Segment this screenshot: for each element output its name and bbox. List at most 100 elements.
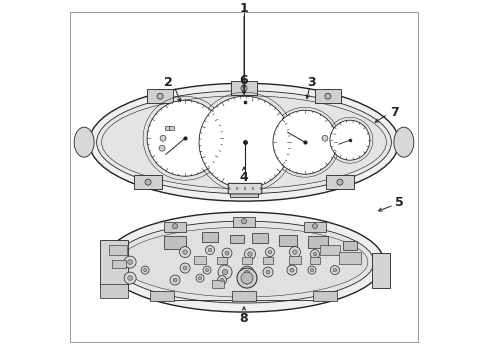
Circle shape (128, 276, 132, 280)
Bar (100, 240, 128, 288)
Circle shape (268, 250, 272, 254)
Bar (134, 175, 162, 189)
Bar (202, 232, 218, 242)
Circle shape (273, 110, 337, 174)
Circle shape (141, 266, 149, 274)
Bar (112, 260, 126, 268)
Circle shape (170, 275, 180, 285)
Circle shape (145, 179, 151, 185)
Bar (217, 257, 227, 264)
Circle shape (199, 96, 291, 188)
Bar (233, 217, 255, 227)
Bar (100, 284, 128, 298)
Circle shape (147, 100, 223, 176)
Circle shape (237, 268, 257, 288)
Circle shape (218, 265, 232, 279)
Circle shape (124, 256, 136, 268)
Circle shape (160, 135, 166, 141)
Bar (230, 183, 258, 197)
Ellipse shape (120, 227, 368, 297)
FancyBboxPatch shape (228, 183, 262, 194)
Bar (326, 175, 354, 189)
Circle shape (222, 248, 232, 258)
Bar (310, 257, 320, 264)
Text: 4: 4 (240, 171, 248, 184)
Circle shape (172, 224, 177, 229)
Circle shape (248, 252, 252, 256)
Circle shape (128, 260, 132, 265)
Bar (164, 235, 186, 249)
Circle shape (245, 280, 249, 284)
Bar (230, 235, 244, 243)
Circle shape (330, 120, 370, 160)
Circle shape (322, 135, 328, 141)
Bar (339, 252, 361, 264)
Text: 3: 3 (308, 76, 316, 89)
Ellipse shape (114, 221, 374, 303)
Circle shape (263, 267, 273, 277)
Ellipse shape (97, 91, 392, 194)
Bar (150, 291, 174, 301)
Bar (289, 256, 301, 264)
Circle shape (308, 266, 316, 274)
Bar (70, 12, 418, 342)
Bar (320, 245, 340, 255)
Circle shape (157, 93, 163, 99)
Ellipse shape (394, 127, 414, 157)
Circle shape (144, 269, 147, 272)
Text: 2: 2 (164, 76, 172, 89)
Circle shape (173, 278, 177, 282)
Circle shape (198, 276, 202, 280)
Text: 8: 8 (240, 311, 248, 324)
Bar (313, 291, 337, 301)
Circle shape (310, 269, 314, 272)
Circle shape (180, 263, 190, 273)
Bar (109, 245, 127, 255)
Bar (304, 222, 326, 232)
Circle shape (245, 249, 255, 260)
Bar (232, 291, 256, 301)
Text: 6: 6 (240, 74, 248, 87)
Circle shape (242, 219, 246, 224)
Circle shape (196, 274, 204, 282)
Circle shape (290, 268, 294, 272)
Ellipse shape (101, 96, 387, 189)
Circle shape (220, 278, 224, 282)
Circle shape (159, 145, 165, 151)
Circle shape (208, 248, 212, 252)
Circle shape (205, 269, 209, 272)
Circle shape (313, 252, 317, 256)
Bar (169, 126, 174, 130)
Circle shape (244, 270, 250, 276)
Bar (315, 89, 341, 103)
Bar (194, 256, 206, 264)
Text: 1: 1 (240, 2, 248, 15)
Bar (343, 240, 357, 249)
Circle shape (205, 246, 215, 255)
Circle shape (311, 249, 319, 258)
Circle shape (124, 272, 136, 284)
Bar (164, 222, 186, 232)
Bar (308, 236, 328, 248)
Bar (212, 280, 224, 288)
Circle shape (203, 266, 211, 274)
Circle shape (337, 179, 343, 185)
Circle shape (241, 272, 253, 284)
Circle shape (240, 266, 254, 280)
Bar (165, 126, 170, 130)
Circle shape (241, 187, 247, 193)
Text: 0  0  0  0  0: 0 0 0 0 0 (228, 187, 262, 191)
Circle shape (330, 266, 340, 275)
Circle shape (266, 270, 270, 274)
Ellipse shape (74, 127, 94, 157)
Bar (252, 233, 268, 243)
Circle shape (325, 93, 331, 99)
Bar (242, 257, 252, 264)
Circle shape (179, 247, 191, 258)
Circle shape (241, 85, 247, 91)
Circle shape (266, 248, 274, 257)
Bar (279, 235, 297, 246)
Circle shape (287, 265, 297, 275)
Circle shape (293, 250, 297, 254)
Circle shape (242, 277, 252, 287)
